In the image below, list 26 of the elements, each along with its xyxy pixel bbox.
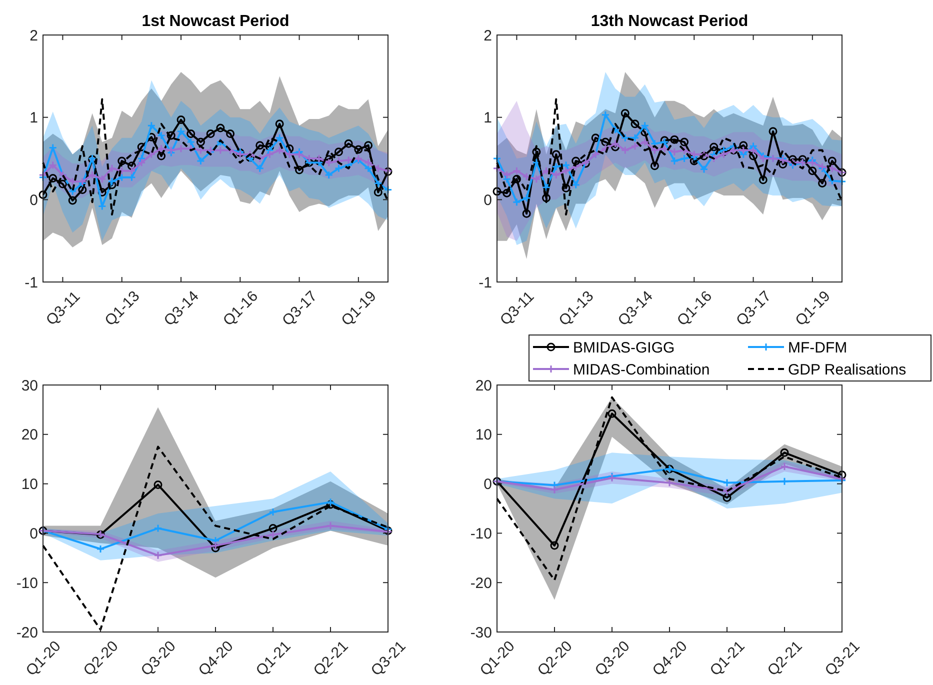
y-tick-label: 10 bbox=[475, 426, 492, 444]
y-tick-label: -20 bbox=[16, 624, 38, 642]
y-tick-label: 0 bbox=[484, 476, 492, 494]
y-tick-label: -20 bbox=[470, 574, 492, 592]
legend-label: GDP Realisations bbox=[788, 361, 906, 378]
y-tick-label: -1 bbox=[24, 274, 38, 292]
y-tick-label: 2 bbox=[30, 27, 38, 44]
y-tick-label: -1 bbox=[478, 274, 492, 292]
y-tick-label: -30 bbox=[470, 624, 492, 642]
y-tick-label: 0 bbox=[30, 192, 38, 209]
chart-title: 1st Nowcast Period bbox=[142, 13, 290, 30]
y-tick-label: 2 bbox=[484, 27, 492, 44]
chart-title: 13th Nowcast Period bbox=[590, 13, 748, 30]
legend-label: MF-DFM bbox=[788, 339, 848, 356]
y-tick-label: 20 bbox=[475, 377, 492, 394]
y-tick-label: 1 bbox=[484, 110, 492, 127]
legend-label: BMIDAS-GIGG bbox=[573, 339, 675, 356]
legend-label: MIDAS-Combination bbox=[573, 361, 710, 378]
y-tick-label: 30 bbox=[21, 377, 38, 394]
y-tick-label: 1 bbox=[30, 110, 38, 127]
y-tick-label: 20 bbox=[21, 426, 38, 444]
y-tick-label: -10 bbox=[16, 574, 38, 592]
y-tick-label: 10 bbox=[21, 476, 38, 494]
y-tick-label: -10 bbox=[470, 525, 492, 542]
y-tick-label: 0 bbox=[484, 192, 492, 209]
y-tick-label: 0 bbox=[30, 525, 38, 542]
